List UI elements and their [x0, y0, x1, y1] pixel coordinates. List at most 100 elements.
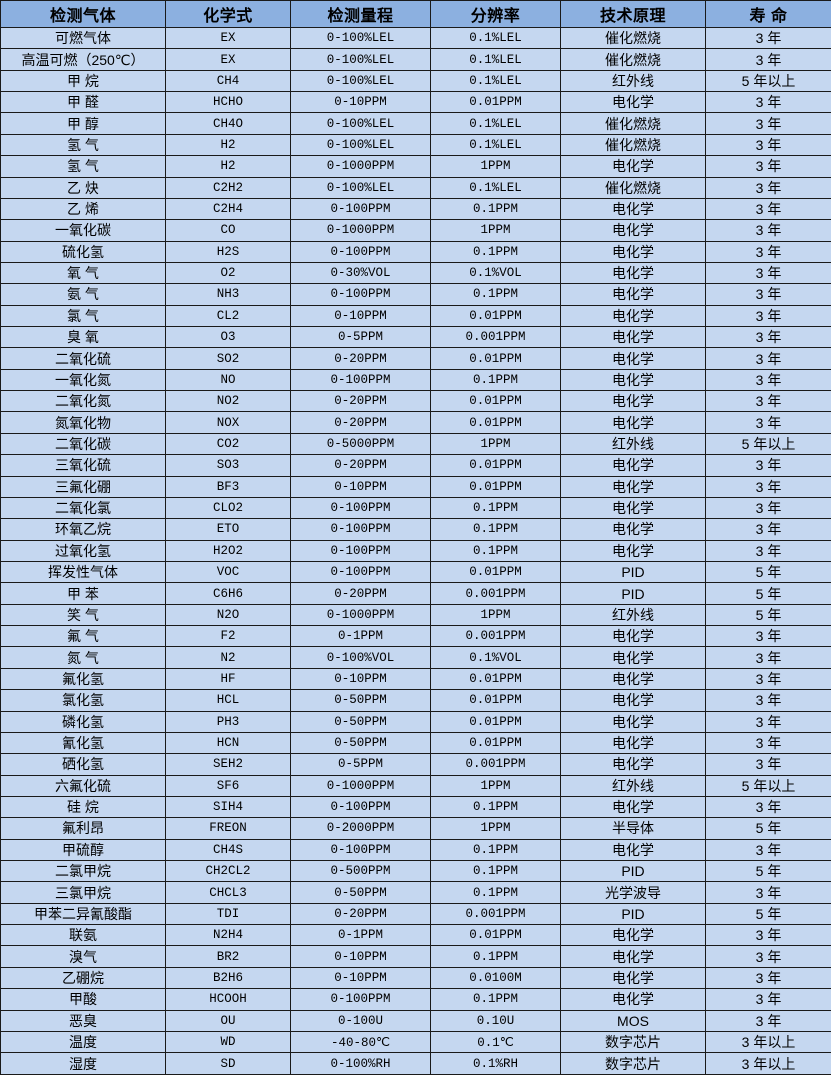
cell-life: 3 年 — [705, 625, 831, 648]
cell-formula: B2H6 — [165, 966, 291, 990]
cell-life: 3 年 — [705, 924, 831, 947]
cell-gas: 挥发性气体 — [0, 560, 166, 584]
cell-life: 3 年 — [705, 646, 831, 669]
cell-principle: 催化燃烧 — [560, 26, 706, 50]
cell-gas: 氟利昂 — [0, 817, 166, 840]
table-row: 三氯甲烷 CHCL3 0-50PPM 0.1PPM 光学波导 3 年 — [0, 881, 831, 904]
cell-gas: 甲硫醇 — [0, 838, 166, 862]
cell-principle: 半导体 — [560, 817, 706, 840]
table-row: 挥发性气体 VOC 0-100PPM 0.01PPM PID 5 年 — [0, 560, 831, 584]
table-row: 恶臭 OU 0-100U 0.10U MOS 3 年 — [0, 1009, 831, 1032]
column-header-formula: 化学式 — [165, 0, 291, 28]
cell-formula: O3 — [165, 326, 291, 349]
cell-range: 0-5PPM — [290, 326, 431, 349]
cell-formula: OU — [165, 1009, 291, 1032]
column-header-resolution: 分辨率 — [430, 0, 561, 28]
cell-formula: NO — [165, 368, 291, 392]
cell-gas: 恶臭 — [0, 1009, 166, 1032]
cell-gas: 笑 气 — [0, 603, 166, 627]
table-row: 二氯甲烷 CH2CL2 0-500PPM 0.1PPM PID 5 年 — [0, 860, 831, 883]
table-row: 氯 气 CL2 0-10PPM 0.01PPM 电化学 3 年 — [0, 304, 831, 328]
cell-range: 0-20PPM — [290, 390, 431, 413]
cell-resolution: 0.001PPM — [430, 902, 561, 926]
table-row: 三氟化硼 BF3 0-10PPM 0.01PPM 电化学 3 年 — [0, 475, 831, 498]
cell-principle: PID — [560, 860, 706, 883]
cell-range: 0-100PPM — [290, 496, 431, 520]
cell-resolution: 0.1%VOL — [430, 646, 561, 669]
cell-principle: 催化燃烧 — [560, 133, 706, 157]
cell-resolution: 0.1℃ — [430, 1030, 561, 1054]
cell-range: 0-100%RH — [290, 1052, 431, 1075]
cell-gas: 氯化氢 — [0, 689, 166, 712]
cell-gas: 高温可燃（250℃） — [0, 48, 166, 71]
cell-resolution: 0.1PPM — [430, 197, 561, 221]
cell-formula: NOX — [165, 411, 291, 434]
table-row: 甲 醛 HCHO 0-10PPM 0.01PPM 电化学 3 年 — [0, 91, 831, 114]
cell-life: 3 年 — [705, 240, 831, 263]
cell-formula: CO — [165, 219, 291, 242]
cell-gas: 过氧化氢 — [0, 539, 166, 562]
table-row: 氧 气 O2 0-30%VOL 0.1%VOL 电化学 3 年 — [0, 261, 831, 285]
cell-life: 3 年 — [705, 176, 831, 199]
table-row: 氯化氢 HCL 0-50PPM 0.01PPM 电化学 3 年 — [0, 689, 831, 712]
cell-formula: H2 — [165, 133, 291, 157]
cell-resolution: 0.01PPM — [430, 560, 561, 584]
cell-resolution: 0.1PPM — [430, 988, 561, 1011]
cell-range: 0-10PPM — [290, 304, 431, 328]
cell-principle: 电化学 — [560, 945, 706, 968]
cell-resolution: 1PPM — [430, 817, 561, 840]
cell-principle: 电化学 — [560, 689, 706, 712]
cell-principle: 电化学 — [560, 924, 706, 947]
table-row: 一氧化氮 NO 0-100PPM 0.1PPM 电化学 3 年 — [0, 368, 831, 392]
cell-range: 0-10PPM — [290, 475, 431, 498]
cell-resolution: 0.01PPM — [430, 411, 561, 434]
table-row: 过氧化氢 H2O2 0-100PPM 0.1PPM 电化学 3 年 — [0, 539, 831, 562]
table-row: 氨 气 NH3 0-100PPM 0.1PPM 电化学 3 年 — [0, 283, 831, 306]
cell-formula: NH3 — [165, 283, 291, 306]
cell-range: 0-20PPM — [290, 582, 431, 605]
table-row: 氢 气 H2 0-100%LEL 0.1%LEL 催化燃烧 3 年 — [0, 133, 831, 157]
cell-principle: MOS — [560, 1009, 706, 1032]
cell-gas: 甲 醇 — [0, 112, 166, 135]
cell-resolution: 0.01PPM — [430, 91, 561, 114]
cell-life: 5 年以上 — [705, 432, 831, 456]
column-header-principle: 技术原理 — [560, 0, 706, 28]
cell-principle: 电化学 — [560, 91, 706, 114]
cell-life: 5 年以上 — [705, 69, 831, 93]
cell-life: 3 年 — [705, 326, 831, 349]
cell-resolution: 1PPM — [430, 155, 561, 178]
cell-resolution: 0.01PPM — [430, 304, 561, 328]
cell-range: 0-20PPM — [290, 411, 431, 434]
cell-gas: 氮氧化物 — [0, 411, 166, 434]
cell-principle: 电化学 — [560, 261, 706, 285]
cell-formula: CHCL3 — [165, 881, 291, 904]
table-row: 可燃气体 EX 0-100%LEL 0.1%LEL 催化燃烧 3 年 — [0, 26, 831, 50]
table-row: 溴气 BR2 0-10PPM 0.1PPM 电化学 3 年 — [0, 945, 831, 968]
cell-life: 3 年 — [705, 496, 831, 520]
cell-gas: 氟 气 — [0, 625, 166, 648]
cell-range: 0-20PPM — [290, 347, 431, 370]
table-row: 氮氧化物 NOX 0-20PPM 0.01PPM 电化学 3 年 — [0, 411, 831, 434]
table-row: 乙 烯 C2H4 0-100PPM 0.1PPM 电化学 3 年 — [0, 197, 831, 221]
cell-range: -40-80℃ — [290, 1030, 431, 1054]
cell-range: 0-30%VOL — [290, 261, 431, 285]
cell-life: 3 年 — [705, 261, 831, 285]
cell-formula: CO2 — [165, 432, 291, 456]
cell-gas: 一氧化碳 — [0, 219, 166, 242]
cell-range: 0-100PPM — [290, 795, 431, 819]
cell-resolution: 0.1%LEL — [430, 26, 561, 50]
cell-resolution: 0.1%LEL — [430, 112, 561, 135]
cell-range: 0-100%LEL — [290, 133, 431, 157]
table-row: 臭 氧 O3 0-5PPM 0.001PPM 电化学 3 年 — [0, 326, 831, 349]
cell-gas: 三氟化硼 — [0, 475, 166, 498]
cell-life: 3 年 — [705, 881, 831, 904]
cell-principle: 电化学 — [560, 838, 706, 862]
cell-range: 0-100%LEL — [290, 112, 431, 135]
cell-range: 0-100%VOL — [290, 646, 431, 669]
cell-life: 3 年 — [705, 988, 831, 1011]
cell-gas: 甲 烷 — [0, 69, 166, 93]
cell-formula: CLO2 — [165, 496, 291, 520]
cell-principle: 红外线 — [560, 69, 706, 93]
cell-resolution: 0.01PPM — [430, 731, 561, 755]
cell-formula: C6H6 — [165, 582, 291, 605]
